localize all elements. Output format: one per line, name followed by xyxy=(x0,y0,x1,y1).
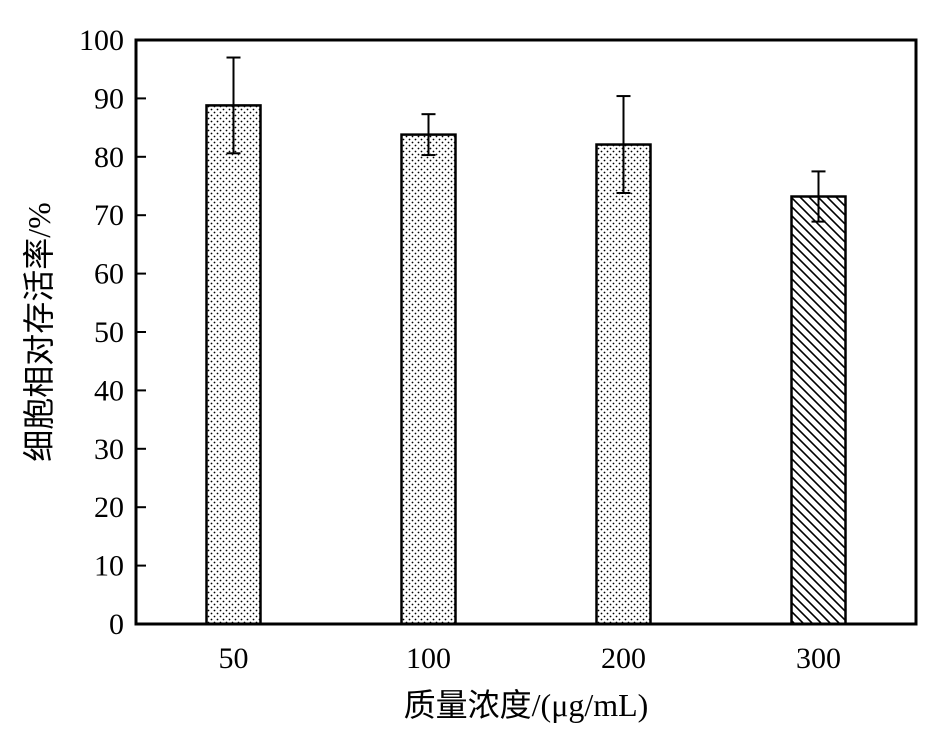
bar-50 xyxy=(205,104,262,626)
y-tick-label: 100 xyxy=(79,24,124,57)
y-tick-label: 10 xyxy=(94,550,124,583)
y-tick-label: 40 xyxy=(94,374,124,407)
y-tick-label: 60 xyxy=(94,258,124,291)
x-axis-title: 质量浓度/(μg/mL) xyxy=(404,687,649,723)
error-bar-200 xyxy=(616,95,631,195)
error-bar-100 xyxy=(421,113,436,157)
y-tick-label: 30 xyxy=(94,433,124,466)
bar-300 xyxy=(790,195,847,626)
bar-100 xyxy=(400,133,457,626)
y-axis-title: 细胞相对存活率/% xyxy=(21,202,57,462)
y-axis: 0 10 20 30 40 50 60 70 80 90 100 xyxy=(79,24,146,641)
y-tick-label: 0 xyxy=(109,608,124,641)
x-tick-label: 50 xyxy=(219,642,249,675)
y-tick-label: 20 xyxy=(94,491,124,524)
x-tick-label: 200 xyxy=(601,642,646,675)
y-tick-label: 50 xyxy=(94,316,124,349)
y-tick-label: 80 xyxy=(94,141,124,174)
bars-layer xyxy=(205,104,847,626)
error-bars-layer xyxy=(226,56,826,223)
y-tick-label: 70 xyxy=(94,199,124,232)
error-bar-300 xyxy=(811,170,826,223)
error-bar-50 xyxy=(226,56,241,155)
bar-200 xyxy=(595,143,652,626)
x-tick-label: 100 xyxy=(406,642,451,675)
x-axis: 50 100 200 300 xyxy=(219,642,842,675)
x-tick-label: 300 xyxy=(796,642,841,675)
y-tick-label: 90 xyxy=(94,82,124,115)
